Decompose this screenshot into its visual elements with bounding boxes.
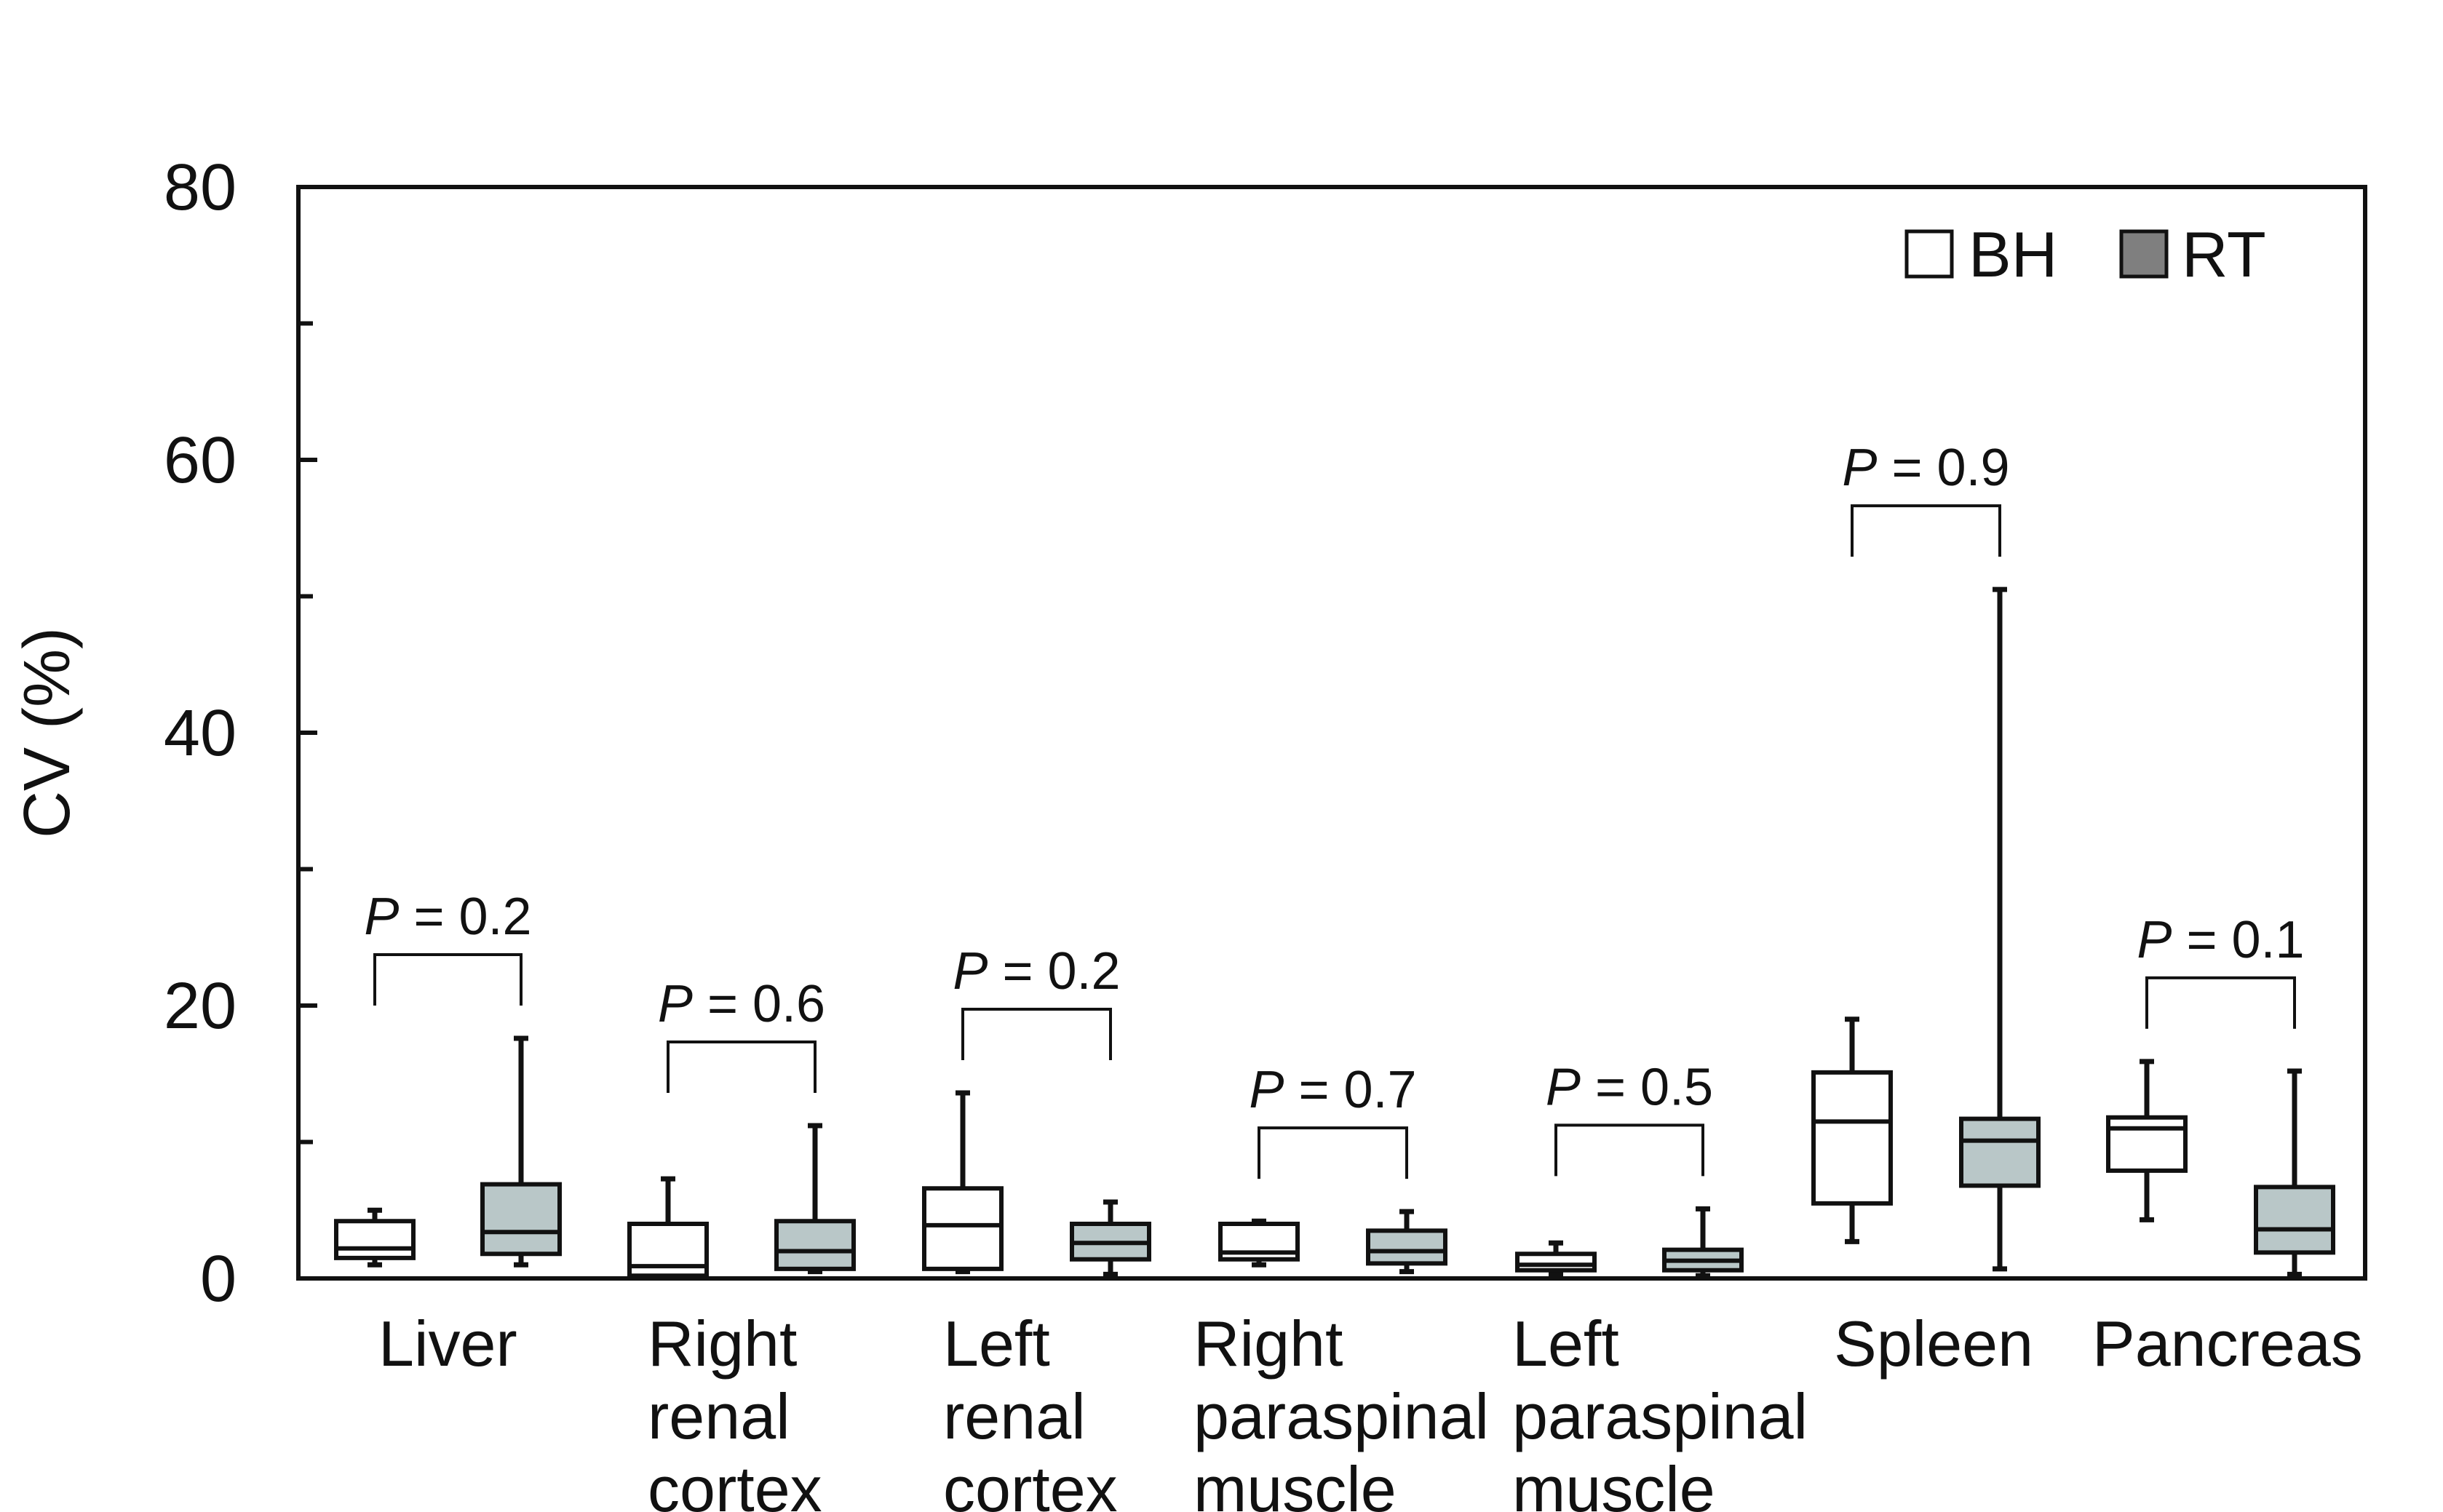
category-label-line: muscle [1512, 1453, 1715, 1512]
p-value-text: = 0.1 [2172, 911, 2304, 969]
significance-bracket [667, 1041, 817, 1093]
y-axis-label: CV (%) [11, 627, 84, 838]
bh-6-box [2106, 1115, 2188, 1173]
p-value-label: P = 0.5 [1546, 1058, 1713, 1116]
bh-5-box [1811, 1070, 1893, 1206]
significance-bracket [1554, 1123, 1704, 1177]
category-label: Right renal cortex [648, 1308, 822, 1512]
p-value-label: P = 0.1 [2137, 911, 2304, 969]
y-tick-label: 60 [164, 424, 237, 497]
y-axis-ticks: 0 20 40 60 80 [164, 151, 317, 1316]
p-value-symbol: P [364, 888, 399, 946]
p-value-symbol: P [1546, 1058, 1581, 1116]
p-value-label: P = 0.7 [1249, 1061, 1416, 1119]
bh-2-box [922, 1186, 1004, 1271]
rt-3-box [1366, 1228, 1447, 1266]
p-value-symbol: P [1842, 439, 1877, 497]
legend-label-rt: RT [2182, 218, 2266, 290]
p-value-text: = 0.6 [693, 975, 825, 1033]
category-label-line: Spleen [1834, 1308, 2033, 1380]
y-tick-label: 80 [164, 151, 237, 224]
p-value-text: = 0.7 [1284, 1061, 1416, 1119]
rt-0-box [480, 1182, 562, 1257]
category-label-line: Right [648, 1308, 797, 1380]
category-label: Liver [378, 1308, 517, 1380]
box-plot-marks: P = 0.2P = 0.6P = 0.2P = 0.7 P = 0.5P = 0… [334, 439, 2335, 1278]
bh-4-box [1515, 1252, 1597, 1273]
category-label: Right paraspinal muscle [1193, 1308, 1489, 1512]
category-label: Left renal cortex [943, 1308, 1118, 1512]
p-value-text: = 0.2 [988, 942, 1120, 1000]
category-label: Spleen [1834, 1308, 2033, 1380]
rt-1-box [774, 1219, 856, 1271]
legend-label-bh: BH [1969, 218, 2057, 290]
category-label-line: muscle [1193, 1453, 1397, 1512]
p-value-symbol: P [658, 975, 693, 1033]
p-value-text: = 0.5 [1581, 1058, 1713, 1116]
plot-area-frame [296, 185, 2367, 1281]
category-label-line: renal [648, 1380, 790, 1452]
y-tick-label: 20 [164, 970, 237, 1043]
category-label-line: Liver [378, 1308, 517, 1380]
significance-bracket [373, 953, 523, 1006]
significance-bracket [961, 1008, 1112, 1060]
p-value-symbol: P [1249, 1061, 1284, 1119]
category-label-line: cortex [648, 1453, 822, 1512]
category-label: Left paraspinal muscle [1512, 1308, 1808, 1512]
p-value-symbol: P [2137, 911, 2172, 969]
category-label-line: cortex [943, 1453, 1118, 1512]
category-label-line: Right [1193, 1308, 1343, 1380]
legend-swatch-bh [1904, 229, 1954, 279]
p-value-text: = 0.9 [1877, 439, 2009, 497]
category-label-line: paraspinal [1512, 1380, 1808, 1452]
y-tick-label: 40 [164, 697, 237, 770]
significance-bracket [1851, 504, 2001, 557]
significance-bracket [1258, 1126, 1408, 1179]
category-label-line: Pancreas [2092, 1308, 2363, 1380]
y-tick-label: 0 [200, 1243, 237, 1316]
category-label-line: renal [943, 1380, 1086, 1452]
legend: BH RT [1904, 218, 2266, 290]
p-value-label: P = 0.6 [658, 975, 825, 1033]
rt-6-box [2254, 1185, 2335, 1255]
p-value-label: P = 0.2 [364, 888, 531, 946]
p-value-text: = 0.2 [399, 888, 531, 946]
significance-bracket [2145, 976, 2296, 1029]
rt-5-box [1959, 1116, 2041, 1188]
legend-swatch-rt [2119, 229, 2169, 279]
bh-0-box [334, 1219, 416, 1260]
p-value-label: P = 0.9 [1842, 439, 2009, 497]
category-label-line: Left [1512, 1308, 1619, 1380]
p-value-symbol: P [953, 942, 988, 1000]
category-label-line: Left [943, 1308, 1050, 1380]
p-value-label: P = 0.2 [953, 942, 1120, 1000]
category-label: Pancreas [2092, 1308, 2363, 1380]
category-label-line: paraspinal [1193, 1380, 1489, 1452]
